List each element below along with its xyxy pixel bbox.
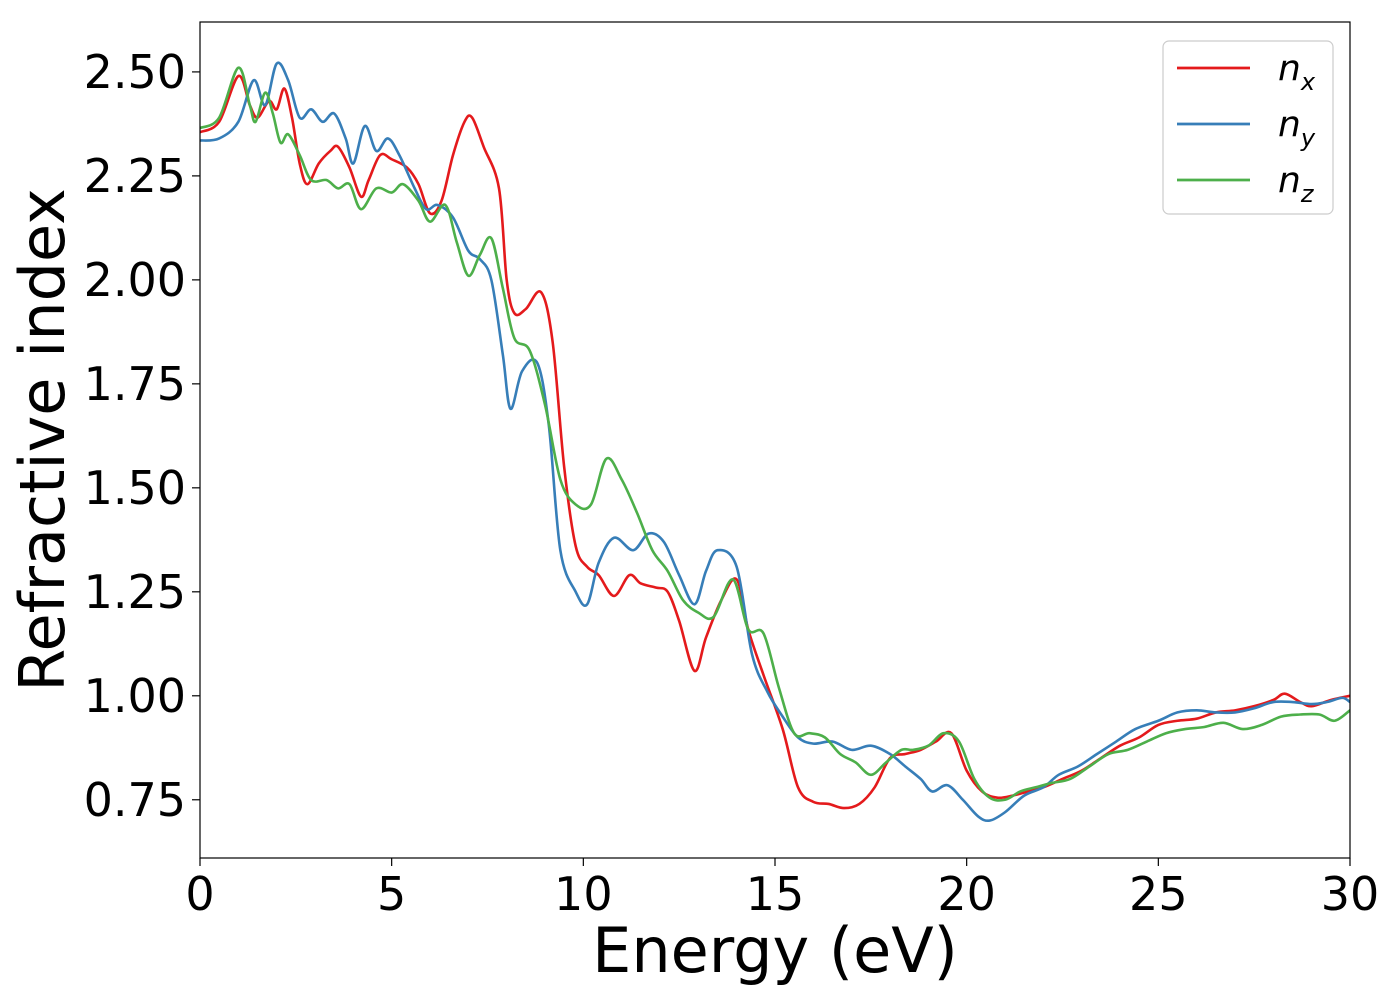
x-tick-label: 15: [746, 867, 805, 921]
series-line-z: [200, 66, 1350, 802]
y-tick-label: 1.50: [84, 461, 186, 515]
y-tick-label: 2.00: [84, 253, 186, 307]
x-tick-label: 5: [377, 867, 406, 921]
legend-label-x: nx: [1278, 48, 1316, 96]
series-layer: [200, 61, 1350, 823]
y-tick-label: 1.25: [84, 565, 186, 619]
x-tick-label: 25: [1129, 867, 1188, 921]
tick-layer: 0 5 10 15 20 25 30 0.75 1.00 1.25 1.50 1.75 2.00 2.25…: [84, 45, 1380, 921]
y-tick-label: 1.00: [84, 669, 186, 723]
x-tick-label: 20: [937, 867, 996, 921]
legend-label-y: ny: [1278, 104, 1316, 152]
legend: nx ny nz: [1162, 40, 1334, 215]
x-tick-label: 30: [1321, 867, 1380, 921]
y-tick-label: 2.25: [84, 149, 186, 203]
x-tick-label: 0: [185, 867, 214, 921]
y-tick-label: 0.75: [84, 773, 186, 827]
legend-label-z: nz: [1278, 160, 1315, 208]
series-line-y: [200, 61, 1350, 823]
y-axis-label: Refractive index: [6, 188, 79, 692]
x-tick-label: 10: [554, 867, 613, 921]
legend-box: [1162, 40, 1334, 215]
y-tick-label: 2.50: [84, 45, 186, 99]
y-tick-label: 1.75: [84, 357, 186, 411]
x-axis-label: Energy (eV): [592, 914, 958, 987]
